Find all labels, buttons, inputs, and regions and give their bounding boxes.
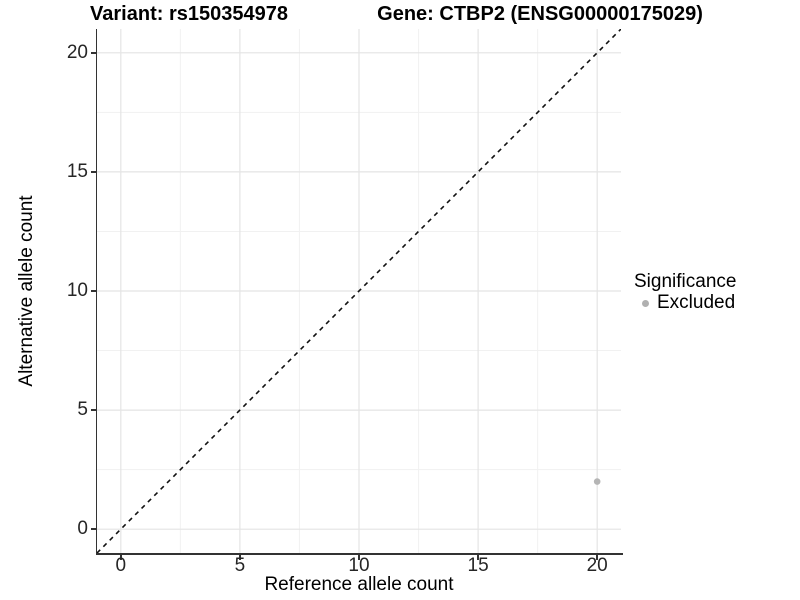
y-tick-mark xyxy=(90,290,96,292)
y-tick-label: 5 xyxy=(77,399,88,421)
x-tick-mark xyxy=(239,554,241,560)
data-point xyxy=(593,478,601,485)
y-tick-mark xyxy=(90,409,96,411)
y-tick-mark xyxy=(90,52,96,54)
identity-line xyxy=(96,28,622,554)
x-tick-mark xyxy=(477,554,479,560)
y-tick-mark xyxy=(90,528,96,530)
x-axis-title: Reference allele count xyxy=(264,574,454,595)
plot-title-gene: Gene: CTBP2 (ENSG00000175029) xyxy=(377,3,703,25)
y-tick-label: 10 xyxy=(66,280,88,301)
y-tick-label: 0 xyxy=(77,518,88,540)
x-tick-label: 5 xyxy=(234,555,246,576)
x-tick-mark xyxy=(358,554,360,560)
x-tick-label: 15 xyxy=(467,555,489,576)
x-tick-label: 20 xyxy=(586,555,608,576)
legend: Significance Excluded xyxy=(634,271,736,313)
plot-panel xyxy=(96,28,622,554)
x-tick-label: 10 xyxy=(348,555,370,576)
x-tick-label: 0 xyxy=(115,555,127,576)
legend-item-excluded: Excluded xyxy=(634,293,736,313)
y-tick-label: 15 xyxy=(66,160,88,182)
y-axis-line xyxy=(95,29,97,555)
x-tick-mark xyxy=(596,554,598,560)
y-tick-label: 20 xyxy=(66,41,88,63)
plot-title-variant: Variant: rs150354978 xyxy=(90,3,288,25)
y-tick-mark xyxy=(90,171,96,173)
x-axis-line xyxy=(95,553,623,555)
plot-panel-svg xyxy=(96,28,622,554)
legend-point-swatch xyxy=(642,299,649,307)
y-axis-title: Alternative allele count xyxy=(16,195,37,387)
legend-item-label: Excluded xyxy=(657,292,736,313)
x-tick-mark xyxy=(120,554,122,560)
legend-title: Significance xyxy=(634,271,737,292)
